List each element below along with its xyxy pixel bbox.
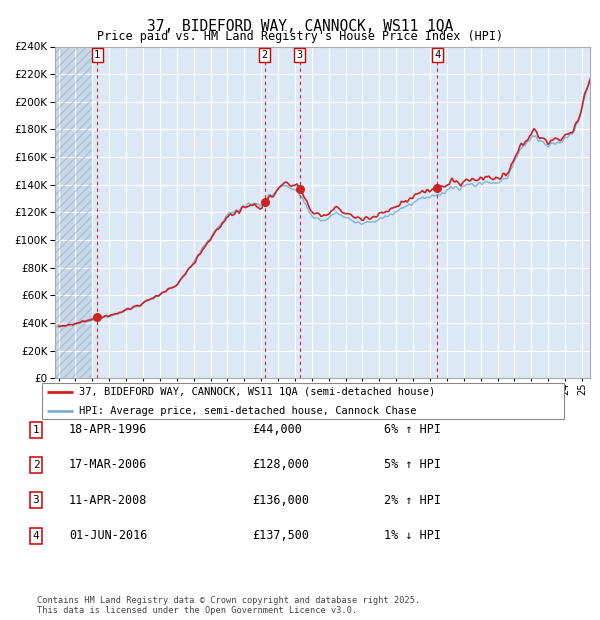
Text: 2: 2: [262, 50, 268, 60]
Text: 01-JUN-2016: 01-JUN-2016: [69, 529, 148, 542]
Text: 4: 4: [434, 50, 440, 60]
Text: 6% ↑ HPI: 6% ↑ HPI: [384, 423, 441, 436]
Text: 2% ↑ HPI: 2% ↑ HPI: [384, 494, 441, 507]
Text: 3: 3: [32, 495, 40, 505]
Bar: [55, 46, 92, 378]
Text: 5% ↑ HPI: 5% ↑ HPI: [384, 459, 441, 471]
Text: £128,000: £128,000: [252, 459, 309, 471]
Text: 1: 1: [94, 50, 100, 60]
Text: 4: 4: [32, 531, 40, 541]
Text: Contains HM Land Registry data © Crown copyright and database right 2025.
This d: Contains HM Land Registry data © Crown c…: [37, 596, 421, 615]
Text: 1: 1: [32, 425, 40, 435]
Text: 37, BIDEFORD WAY, CANNOCK, WS11 1QA (semi-detached house): 37, BIDEFORD WAY, CANNOCK, WS11 1QA (sem…: [79, 387, 435, 397]
Text: HPI: Average price, semi-detached house, Cannock Chase: HPI: Average price, semi-detached house,…: [79, 406, 416, 416]
Text: £137,500: £137,500: [252, 529, 309, 542]
Bar: [55, 46, 92, 378]
Text: £44,000: £44,000: [252, 423, 302, 436]
Text: 1% ↓ HPI: 1% ↓ HPI: [384, 529, 441, 542]
Text: 3: 3: [296, 50, 303, 60]
Text: 37, BIDEFORD WAY, CANNOCK, WS11 1QA: 37, BIDEFORD WAY, CANNOCK, WS11 1QA: [147, 19, 453, 33]
Text: 2: 2: [32, 460, 40, 470]
Text: £136,000: £136,000: [252, 494, 309, 507]
Text: 18-APR-1996: 18-APR-1996: [69, 423, 148, 436]
FancyBboxPatch shape: [41, 383, 565, 419]
Text: 17-MAR-2006: 17-MAR-2006: [69, 459, 148, 471]
Text: 11-APR-2008: 11-APR-2008: [69, 494, 148, 507]
Text: Price paid vs. HM Land Registry's House Price Index (HPI): Price paid vs. HM Land Registry's House …: [97, 30, 503, 43]
